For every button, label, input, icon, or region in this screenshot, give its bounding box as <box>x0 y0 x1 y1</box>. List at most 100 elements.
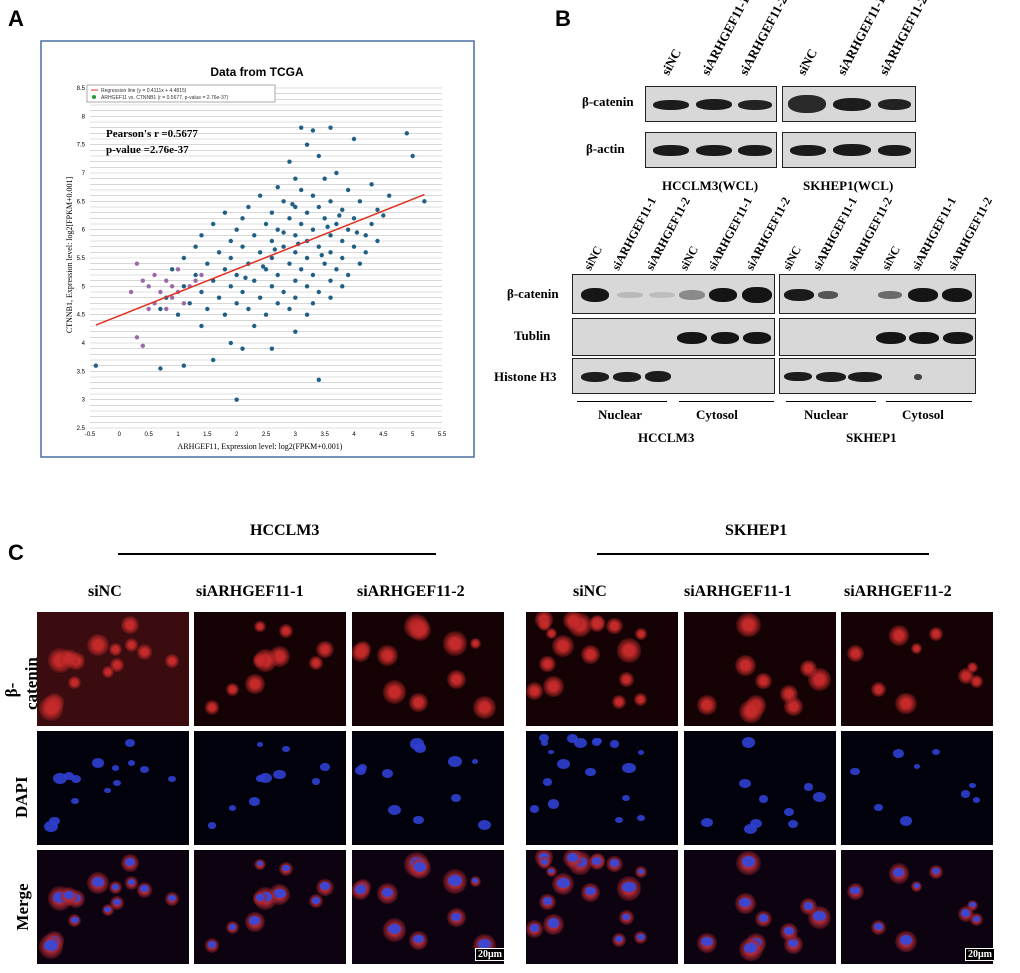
scatter-point <box>304 142 310 147</box>
y-tick-label: 5.5 <box>77 256 86 262</box>
micrograph-merge <box>526 850 678 964</box>
micrograph-beta-catenin <box>37 612 189 726</box>
nucleus <box>741 856 756 868</box>
nucleus <box>547 918 560 928</box>
nucleus <box>414 861 427 872</box>
nucleus <box>539 733 550 742</box>
lane-label-top-6: siARHGEF11-2 <box>875 0 931 78</box>
col-label-2: siARHGEF11-1 <box>196 583 304 600</box>
scatter-point <box>234 397 239 402</box>
nucleus <box>140 885 149 893</box>
divider-hcclm3-nuclear <box>577 401 667 402</box>
col-label-5: siARHGEF11-1 <box>684 583 792 600</box>
scatter-point <box>175 312 181 317</box>
scatter-point <box>304 312 310 317</box>
scatter-point <box>275 272 280 278</box>
scatter-point <box>281 289 286 295</box>
chart-title: Data from TCGA <box>210 65 304 79</box>
legend-line2: ARHGEF11 vs. CTNNB1 (r = 0.5677, p-value… <box>101 95 229 101</box>
nucleus <box>744 942 758 954</box>
scatter-point <box>381 213 386 218</box>
underline-skhep1 <box>597 553 929 555</box>
nucleus <box>637 868 645 874</box>
divider-hcclm3-cytosol <box>679 401 774 402</box>
nucleus <box>450 793 462 802</box>
nucleus <box>529 924 540 932</box>
cell-body <box>164 653 179 668</box>
cell-body <box>545 628 557 640</box>
nucleus <box>932 868 940 875</box>
nucleus <box>255 894 264 901</box>
y-tick-labels: 2.5 3 3.5 4 4.5 5 5.5 6 6.5 7 7.5 8 8.5 <box>77 86 86 432</box>
nucleus <box>637 933 645 940</box>
micrograph-beta-catenin <box>194 612 346 726</box>
x-tick-label: 2 <box>235 432 239 438</box>
nucleus <box>127 879 136 886</box>
micrograph-dapi <box>526 731 678 845</box>
scatter-point <box>240 346 245 351</box>
cell-body <box>244 673 265 694</box>
blot-skhep1-beta-actin <box>782 132 916 168</box>
cell-body <box>736 612 761 638</box>
cell-body <box>278 623 293 638</box>
scatter-point <box>340 284 345 289</box>
nucleus <box>874 804 883 811</box>
scatter-point <box>269 255 275 261</box>
nucleus <box>548 868 555 874</box>
micrograph-beta-catenin <box>526 612 678 726</box>
cell-body <box>409 618 432 641</box>
scale-bar-skhep1: 20μm <box>965 948 995 961</box>
scatter-point <box>158 306 163 312</box>
nucleus <box>320 763 330 772</box>
nucleus <box>249 797 261 807</box>
cell-body <box>382 680 407 704</box>
cell-body <box>635 628 647 640</box>
row-label-micro-dapi: DAPI <box>12 776 31 818</box>
cell-body <box>888 625 909 646</box>
scatter-point <box>363 250 368 255</box>
cell-body <box>68 676 82 690</box>
lane-label-bottom-7: siNC <box>779 243 805 273</box>
nucleus <box>803 783 814 791</box>
scatter-point <box>304 284 310 289</box>
row-label-micro-beta-catenin: β-catenin <box>2 657 41 710</box>
nucleus <box>609 740 619 748</box>
scatter-point <box>345 227 351 232</box>
scatter-point <box>328 233 333 238</box>
nucleus <box>381 769 394 779</box>
col-label-3: siARHGEF11-2 <box>357 583 465 600</box>
nucleus <box>701 818 713 828</box>
nucleus <box>71 917 79 923</box>
scatter-point <box>228 238 233 244</box>
row-label-tublin: Tublin <box>514 328 551 343</box>
scatter-point <box>181 363 187 368</box>
scatter-point <box>328 125 333 130</box>
blot-skhep1-tublin <box>779 318 976 356</box>
scatter-point <box>316 377 321 383</box>
scatter-point <box>252 323 257 329</box>
scatter-point <box>128 289 134 295</box>
scatter-point <box>299 267 304 272</box>
cell-body <box>59 648 79 668</box>
nucleus <box>893 867 905 877</box>
underline-hcclm3 <box>118 553 436 555</box>
scatter-point <box>263 267 269 272</box>
cell-body <box>616 638 642 663</box>
scatter-point <box>293 233 298 238</box>
nucleus <box>972 796 981 803</box>
scatter-point <box>246 204 251 210</box>
panel-letter-a: A <box>8 6 24 31</box>
cell-line-title-skhep1: SKHEP1 <box>725 522 788 539</box>
nucleus <box>168 775 176 783</box>
cell-body <box>895 692 917 714</box>
scatter-point <box>357 261 363 266</box>
cell-body <box>442 631 468 656</box>
nucleus <box>91 877 104 887</box>
nucleus <box>540 739 549 746</box>
scatter-point <box>357 199 363 204</box>
scatter-point <box>252 278 257 283</box>
scatter-point <box>257 295 263 300</box>
group-label-hcclm3-wcl: HCCLM3(WCL) <box>662 178 759 193</box>
nucleus <box>311 778 320 785</box>
scatter-point <box>93 363 99 368</box>
